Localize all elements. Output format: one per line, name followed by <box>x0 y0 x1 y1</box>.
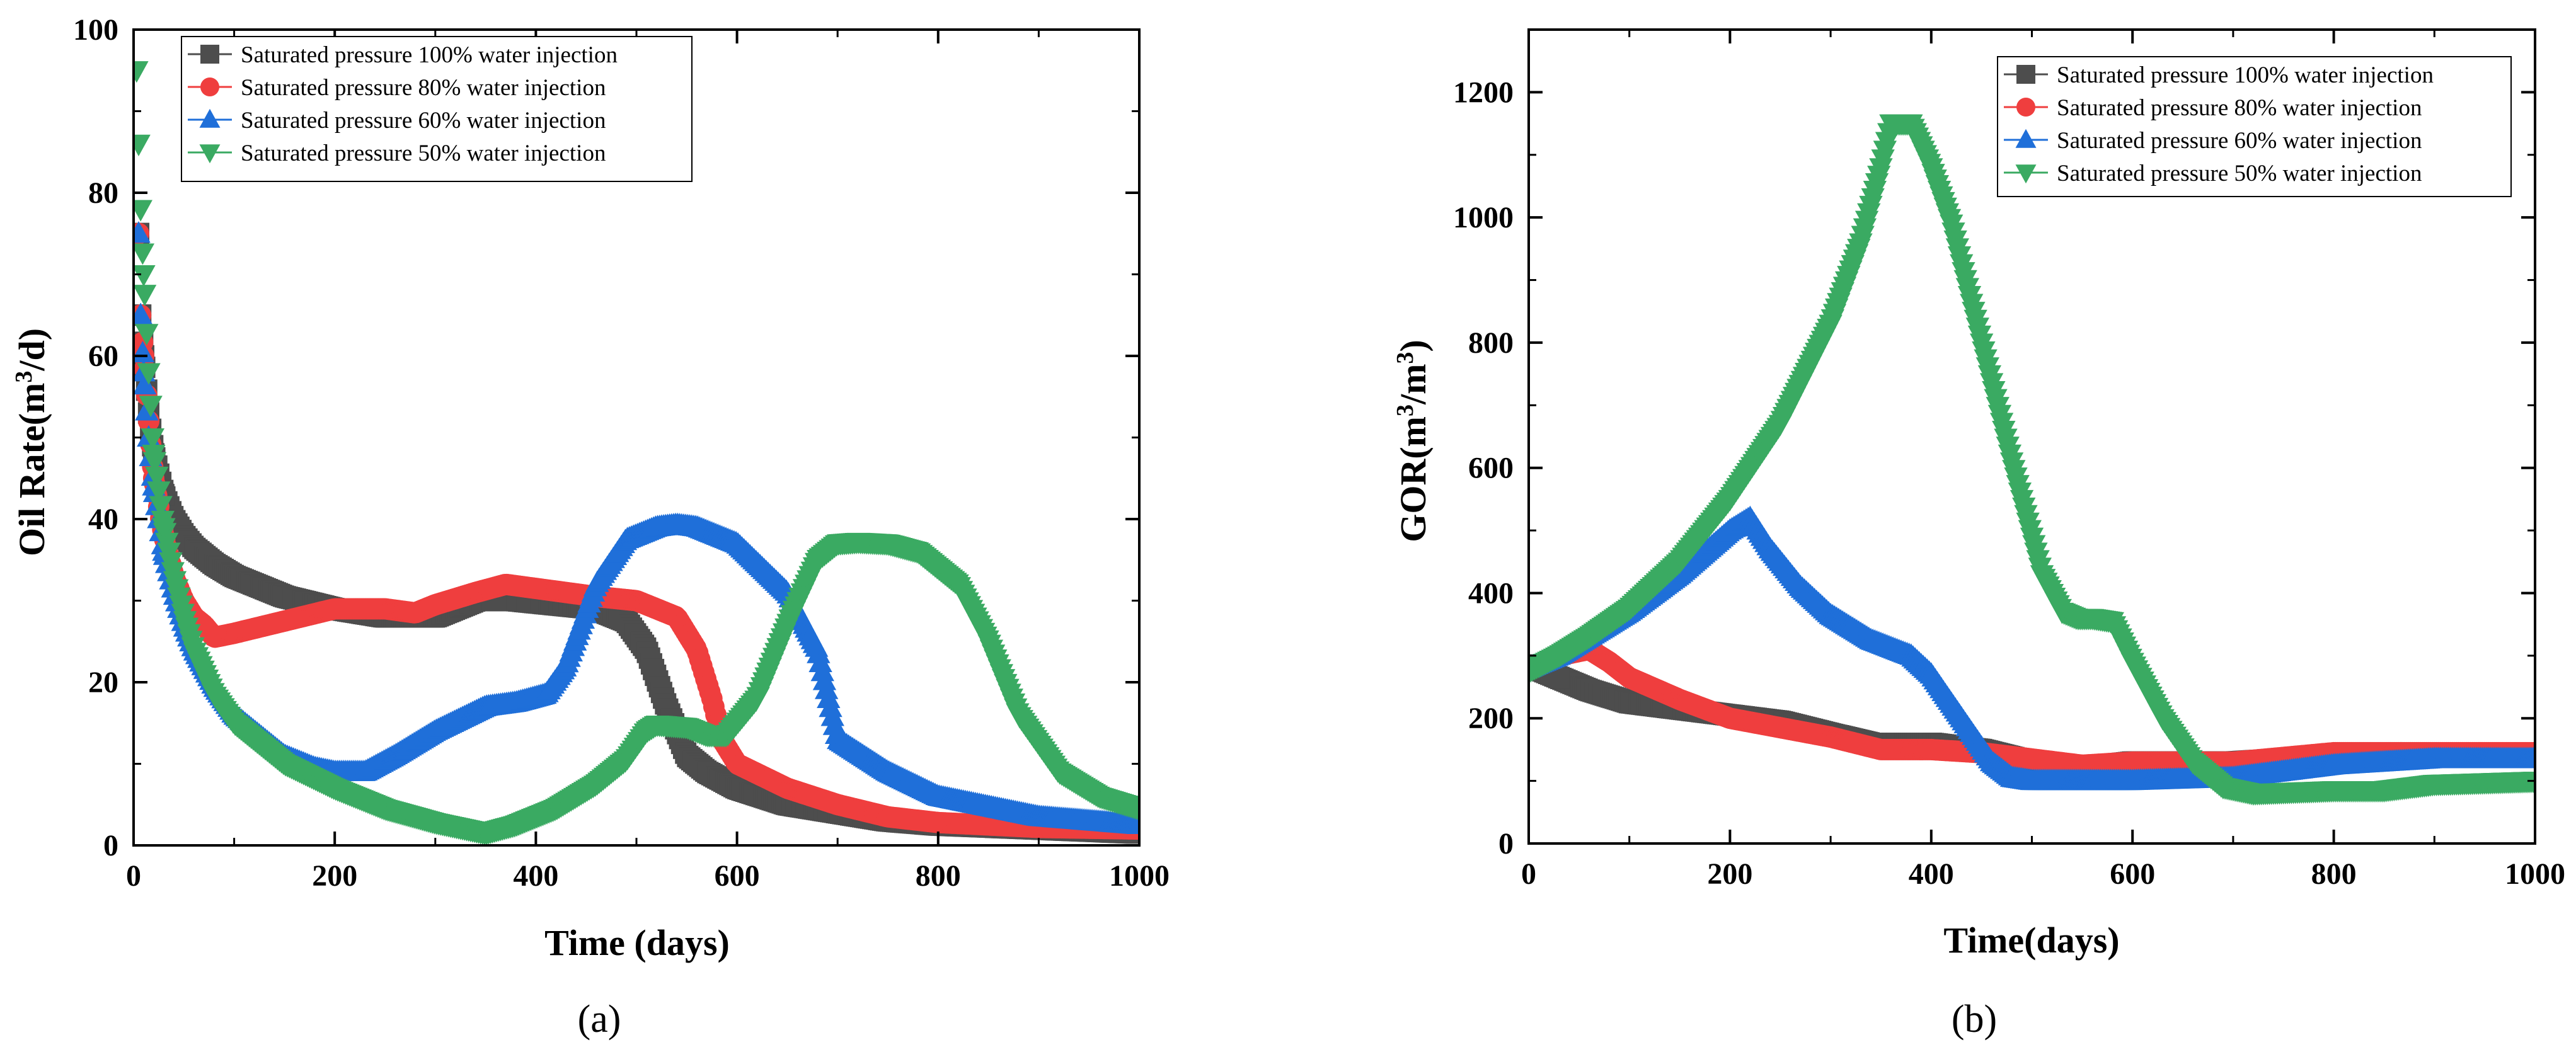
panel-b-y-title-suffix: ) <box>1393 340 1434 352</box>
panel-a-series-4-point <box>152 518 176 540</box>
panel-a-series-4-point <box>134 285 157 307</box>
panel-a-x-axis-title: Time (days) <box>544 922 730 963</box>
panel-a-series-4-point <box>134 243 155 265</box>
panel-a-legend-label-4: Saturated pressure 50% water injection <box>241 140 606 166</box>
panel-a-legend-label-1: Saturated pressure 100% water injection <box>241 42 618 68</box>
panel-a-legend-box <box>181 36 693 182</box>
panel-a-series-3-point <box>134 373 157 395</box>
panel-a-series-4-point <box>142 444 166 466</box>
panel-a-legend-marker-3 <box>199 108 221 128</box>
panel-a-series-4-point <box>147 481 171 503</box>
panel-a-x-tick-label: 800 <box>916 859 961 893</box>
panel-b-x-tick-label: 0 <box>1521 857 1536 891</box>
panel-b: 0 200 400 600 800 1000 0 200 400 600 800 1000 1200 S… <box>1392 28 2565 1041</box>
panel-b-series-1-point <box>1548 666 1570 689</box>
panel-a-y-title-suffix: /d) <box>11 328 52 372</box>
panel-b-x-tick-label: 1000 <box>2505 857 2565 891</box>
panel-b-legend-label-1: Saturated pressure 100% water injection <box>2057 62 2434 88</box>
panel-a-series-4-point <box>134 134 151 156</box>
panel-a: 0 200 400 600 800 1000 0 20 40 60 80 100 Saturated … <box>11 13 1170 1041</box>
panel-b-y-tick-label: 0 <box>1498 827 1514 860</box>
panel-a-series-layer <box>134 61 1139 845</box>
panel-a-y-title-prefix: Oil Rate(m <box>11 383 52 556</box>
panel-a-y-title-sup: 3 <box>11 371 37 383</box>
panel-a-legend-marker-1 <box>200 45 219 64</box>
panel-b-x-tick-label: 400 <box>1909 857 1954 891</box>
panel-a-series-4-point <box>134 265 156 287</box>
panel-a-label: (a) <box>578 998 621 1041</box>
panel-a-series-4-point <box>137 363 161 385</box>
panel-a-series-4-point <box>139 396 163 418</box>
panel-b-legend-marker-3 <box>2015 129 2037 148</box>
panel-a-series-4-point <box>134 61 149 83</box>
panel-b-y-title-prefix: GOR(m <box>1393 416 1434 542</box>
panel-b-legend-marker-4 <box>2015 164 2037 184</box>
panel-b-legend-marker-1 <box>2016 65 2035 84</box>
panel-a-series-4-point <box>135 324 159 346</box>
panel-a-legend-label-3: Saturated pressure 60% water injection <box>241 108 606 134</box>
panel-a-y-tick-label: 0 <box>103 829 118 862</box>
panel-b-series-4-point <box>2523 772 2535 794</box>
panel-b-y-tick-label: 1000 <box>1453 201 1514 234</box>
panel-a-series-3-point <box>134 221 151 243</box>
panel-b-x-tick-label: 200 <box>1707 857 1752 891</box>
panel-a-series-4-point <box>1126 799 1139 821</box>
panel-b-y-tick-label: 200 <box>1468 702 1514 735</box>
panel-b-y-title-mid: /m <box>1393 364 1434 405</box>
panel-b-legend-label-3: Saturated pressure 60% water injection <box>2057 128 2422 154</box>
panel-b-y-tick-label: 400 <box>1468 576 1514 610</box>
panel-a-series-4-point <box>145 466 169 488</box>
panel-b-series-layer <box>1529 114 2535 806</box>
panel-b-legend-label-2: Saturated pressure 80% water injection <box>2057 95 2422 121</box>
panel-a-series-4-point <box>149 496 173 518</box>
panel-a-y-axis-title: Oil Rate(m3/d) <box>11 328 52 556</box>
panel-b-legend-label-4: Saturated pressure 50% water injection <box>2057 161 2422 186</box>
panel-a-series-3-point <box>134 302 152 324</box>
panel-a-y-tick-label: 60 <box>88 340 118 373</box>
panel-b-ticks: 0 200 400 600 800 1000 0 200 400 600 800 1000 1200 <box>1453 30 2565 891</box>
panel-b-y-title-sup: 3 <box>1392 404 1418 416</box>
panel-a-y-tick-label: 20 <box>88 666 118 699</box>
panel-b-label: (b) <box>1952 998 1997 1041</box>
panel-b-x-axis-title: Time(days) <box>1943 920 2119 961</box>
panel-a-x-tick-label: 0 <box>126 859 141 893</box>
panel-b-y-tick-label: 600 <box>1468 452 1514 485</box>
panel-a-y-tick-label: 80 <box>88 176 118 210</box>
panel-a-legend-marker-2 <box>200 77 219 96</box>
panel-b-y-tick-label: 800 <box>1468 326 1514 360</box>
panel-b-legend-marker-2 <box>2016 98 2035 117</box>
panel-a-legend-label-2: Saturated pressure 80% water injection <box>241 75 606 101</box>
panel-b-series-4-point <box>1547 646 1571 668</box>
panel-b-series-4 <box>1529 114 2535 806</box>
panel-b-y-tick-label: 1200 <box>1453 76 1514 109</box>
panel-b-x-tick-label: 800 <box>2311 857 2357 891</box>
panel-a-x-tick-label: 200 <box>312 859 357 893</box>
panel-a-series-4-point <box>141 428 165 450</box>
panel-b-series-2 <box>1529 638 2535 776</box>
panel-a-y-tick-label: 100 <box>73 13 118 47</box>
panel-a-x-tick-label: 600 <box>715 859 760 893</box>
panel-a-ticks: 0 200 400 600 800 1000 0 20 40 60 80 100 <box>73 13 1170 893</box>
panel-b-series-3-point <box>2523 746 2535 769</box>
panel-b-legend-box <box>1997 56 2512 197</box>
panel-b-y-axis-title: GOR(m3/m3) <box>1392 340 1434 542</box>
panel-a-y-tick-label: 40 <box>88 503 118 536</box>
panel-a-legend-marker-4 <box>199 144 221 164</box>
panel-b-y-title-sup2: 3 <box>1392 352 1418 364</box>
panel-a-legend: Saturated pressure 100% water injection S… <box>181 36 693 182</box>
panel-b-legend: Saturated pressure 100% water injection S… <box>1997 56 2512 197</box>
panel-a-series-4-point <box>134 200 152 222</box>
panel-b-x-tick-label: 600 <box>2110 857 2155 891</box>
panel-a-x-tick-label: 1000 <box>1109 859 1170 893</box>
panel-b-series-4-point <box>1529 662 1541 684</box>
panel-a-series-4 <box>134 61 1139 845</box>
panel-a-x-tick-label: 400 <box>513 859 558 893</box>
